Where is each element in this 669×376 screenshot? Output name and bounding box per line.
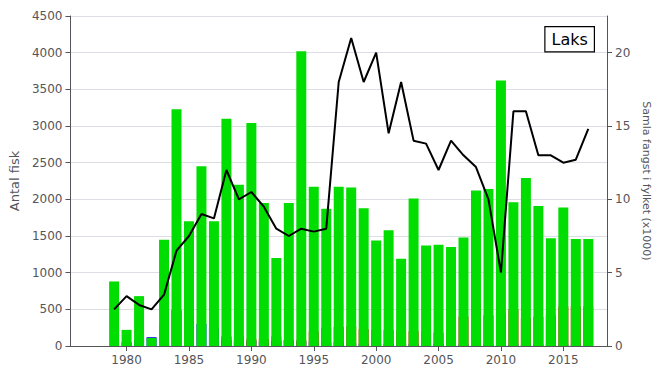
svg-text:2500: 2500 xyxy=(32,156,63,170)
svg-text:1500: 1500 xyxy=(32,229,63,243)
svg-text:2010: 2010 xyxy=(486,353,517,367)
svg-text:2005: 2005 xyxy=(423,353,454,367)
svg-text:0: 0 xyxy=(615,339,623,353)
svg-text:500: 500 xyxy=(40,302,63,316)
svg-text:Laks: Laks xyxy=(551,30,587,49)
svg-text:2015: 2015 xyxy=(548,353,579,367)
svg-text:1000: 1000 xyxy=(32,266,63,280)
svg-text:5: 5 xyxy=(615,266,623,280)
svg-text:2000: 2000 xyxy=(32,192,63,206)
svg-text:1985: 1985 xyxy=(174,353,205,367)
svg-text:1990: 1990 xyxy=(236,353,267,367)
svg-text:20: 20 xyxy=(615,46,630,60)
svg-text:1980: 1980 xyxy=(111,353,142,367)
svg-text:4000: 4000 xyxy=(32,46,63,60)
svg-text:Samla fangst i fylket (x1000): Samla fangst i fylket (x1000) xyxy=(640,101,653,260)
svg-text:10: 10 xyxy=(615,192,630,206)
svg-text:2000: 2000 xyxy=(361,353,392,367)
svg-text:15: 15 xyxy=(615,119,630,133)
svg-text:3500: 3500 xyxy=(32,82,63,96)
svg-text:0: 0 xyxy=(55,339,63,353)
svg-text:Antal fisk: Antal fisk xyxy=(7,150,22,211)
svg-text:3000: 3000 xyxy=(32,119,63,133)
svg-text:4500: 4500 xyxy=(32,9,63,23)
svg-text:1995: 1995 xyxy=(298,353,329,367)
